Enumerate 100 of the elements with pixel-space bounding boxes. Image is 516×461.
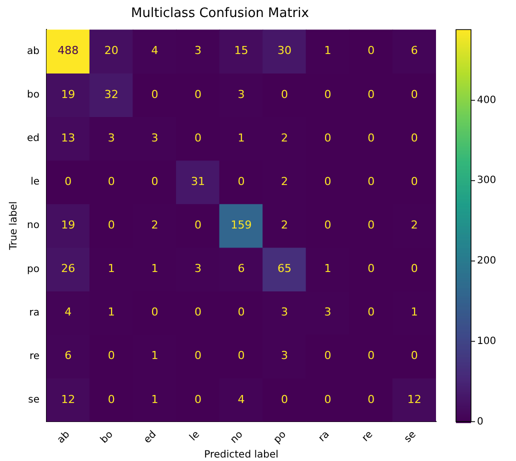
data-label: 30	[278, 44, 292, 58]
data-label: 488	[58, 44, 79, 58]
data-label: 13	[61, 131, 76, 144]
x-tick-label: po	[272, 429, 288, 446]
data-label: 0	[281, 392, 288, 406]
data-label: 0	[410, 262, 418, 276]
data-label: 31	[190, 174, 205, 188]
data-label: 2	[151, 218, 158, 232]
data-label: 0	[238, 306, 245, 319]
data-label: 26	[61, 262, 76, 276]
x-tick-label: se	[402, 429, 418, 445]
data-label: 0	[368, 306, 375, 319]
chart-title: Multiclass Confusion Matrix	[131, 6, 310, 22]
data-label: 0	[410, 349, 418, 362]
data-label: 4	[64, 306, 72, 319]
y-tick-label: bo	[27, 90, 40, 101]
y-tick-label: se	[28, 394, 40, 406]
y-tick-label: po	[27, 264, 40, 275]
data-label: 0	[238, 349, 245, 362]
y-axis-title: True label	[8, 201, 20, 251]
data-label: 0	[410, 174, 418, 188]
y-tick-label: no	[27, 220, 40, 232]
data-label: 1	[108, 262, 115, 276]
x-tick-label: bo	[98, 429, 116, 446]
data-label: 0	[281, 88, 288, 101]
color-bar-label: 300	[477, 175, 496, 186]
x-tick-label: re	[360, 429, 376, 444]
color-bar-label: 100	[477, 336, 496, 347]
data-label: 0	[151, 306, 158, 319]
data-label: 0	[194, 131, 202, 144]
data-label: 32	[104, 88, 118, 101]
data-label: 0	[194, 392, 202, 406]
data-label: 0	[368, 88, 375, 101]
color-bar-label: 400	[477, 94, 496, 106]
data-label: 0	[368, 218, 375, 232]
data-label: 3	[194, 44, 202, 58]
data-label: 0	[324, 174, 332, 188]
data-label: 3	[194, 262, 202, 276]
data-label: 0	[368, 392, 375, 406]
x-tick-label: no	[228, 429, 246, 446]
data-label: 19	[61, 218, 76, 232]
data-label: 1	[108, 306, 115, 319]
data-label: 2	[410, 218, 418, 232]
data-label: 1	[238, 131, 245, 144]
y-tick-label: ed	[27, 133, 40, 144]
data-label: 0	[151, 88, 158, 101]
data-label: 3	[281, 349, 288, 362]
x-tick-label: ra	[316, 429, 332, 444]
data-label: 6	[64, 349, 72, 362]
data-label: 12	[407, 392, 422, 406]
data-label: 4	[238, 392, 245, 406]
data-label: 3	[324, 306, 332, 319]
x-tick-label: ed	[142, 429, 159, 446]
data-label: 0	[108, 349, 115, 362]
data-label: 0	[410, 88, 418, 101]
data-label: 15	[234, 44, 248, 58]
data-label: 0	[324, 88, 332, 101]
data-label: 0	[368, 131, 375, 144]
data-label: 4	[151, 44, 158, 58]
data-label: 159	[230, 218, 252, 232]
data-label: 1	[410, 306, 418, 319]
data-label: 3	[151, 131, 158, 144]
data-label: 0	[324, 218, 332, 232]
data-label: 0	[108, 174, 115, 188]
x-tick-label: ab	[55, 429, 72, 446]
data-label: 12	[61, 392, 76, 406]
data-label: 0	[64, 174, 72, 188]
data-label: 2	[281, 218, 288, 232]
data-label: 0	[151, 174, 158, 188]
y-tick-label: ra	[29, 307, 40, 318]
data-label: 1	[324, 44, 332, 58]
data-label: 65	[278, 262, 292, 276]
color-bar-label: 200	[477, 256, 496, 267]
data-label: 1	[151, 349, 158, 362]
data-label: 20	[104, 44, 118, 58]
data-label: 0	[324, 131, 332, 144]
data-label: 0	[108, 218, 115, 232]
y-tick-label: re	[29, 350, 40, 362]
data-label: 0	[368, 174, 375, 188]
data-label: 1	[151, 392, 158, 406]
data-label: 2	[281, 131, 288, 144]
data-label: 19	[61, 88, 76, 101]
data-label: 0	[368, 44, 375, 58]
data-label: 3	[281, 306, 288, 319]
data-label: 0	[324, 349, 332, 362]
data-label: 3	[238, 88, 245, 101]
data-label: 0	[324, 392, 332, 406]
x-axis-title: Predicted label	[204, 450, 278, 461]
data-label: 6	[238, 262, 245, 276]
data-label: 0	[368, 349, 375, 362]
data-label: 0	[194, 349, 202, 362]
data-label: 3	[108, 131, 115, 144]
data-label: 0	[108, 392, 115, 406]
color-bar-label: 0	[477, 416, 484, 428]
data-label: 1	[151, 262, 158, 276]
x-tick-label: le	[188, 429, 202, 444]
data-label: 1	[324, 262, 332, 276]
data-label: 6	[410, 44, 418, 58]
data-label: 0	[194, 306, 202, 319]
data-label: 0	[410, 131, 418, 144]
